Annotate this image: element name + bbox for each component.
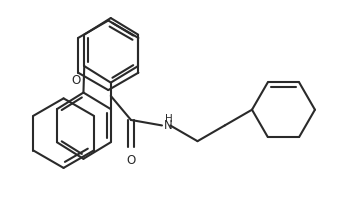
Text: H: H [165,114,173,123]
Text: O: O [71,74,80,86]
Text: N: N [164,118,172,131]
Text: O: O [126,153,136,166]
